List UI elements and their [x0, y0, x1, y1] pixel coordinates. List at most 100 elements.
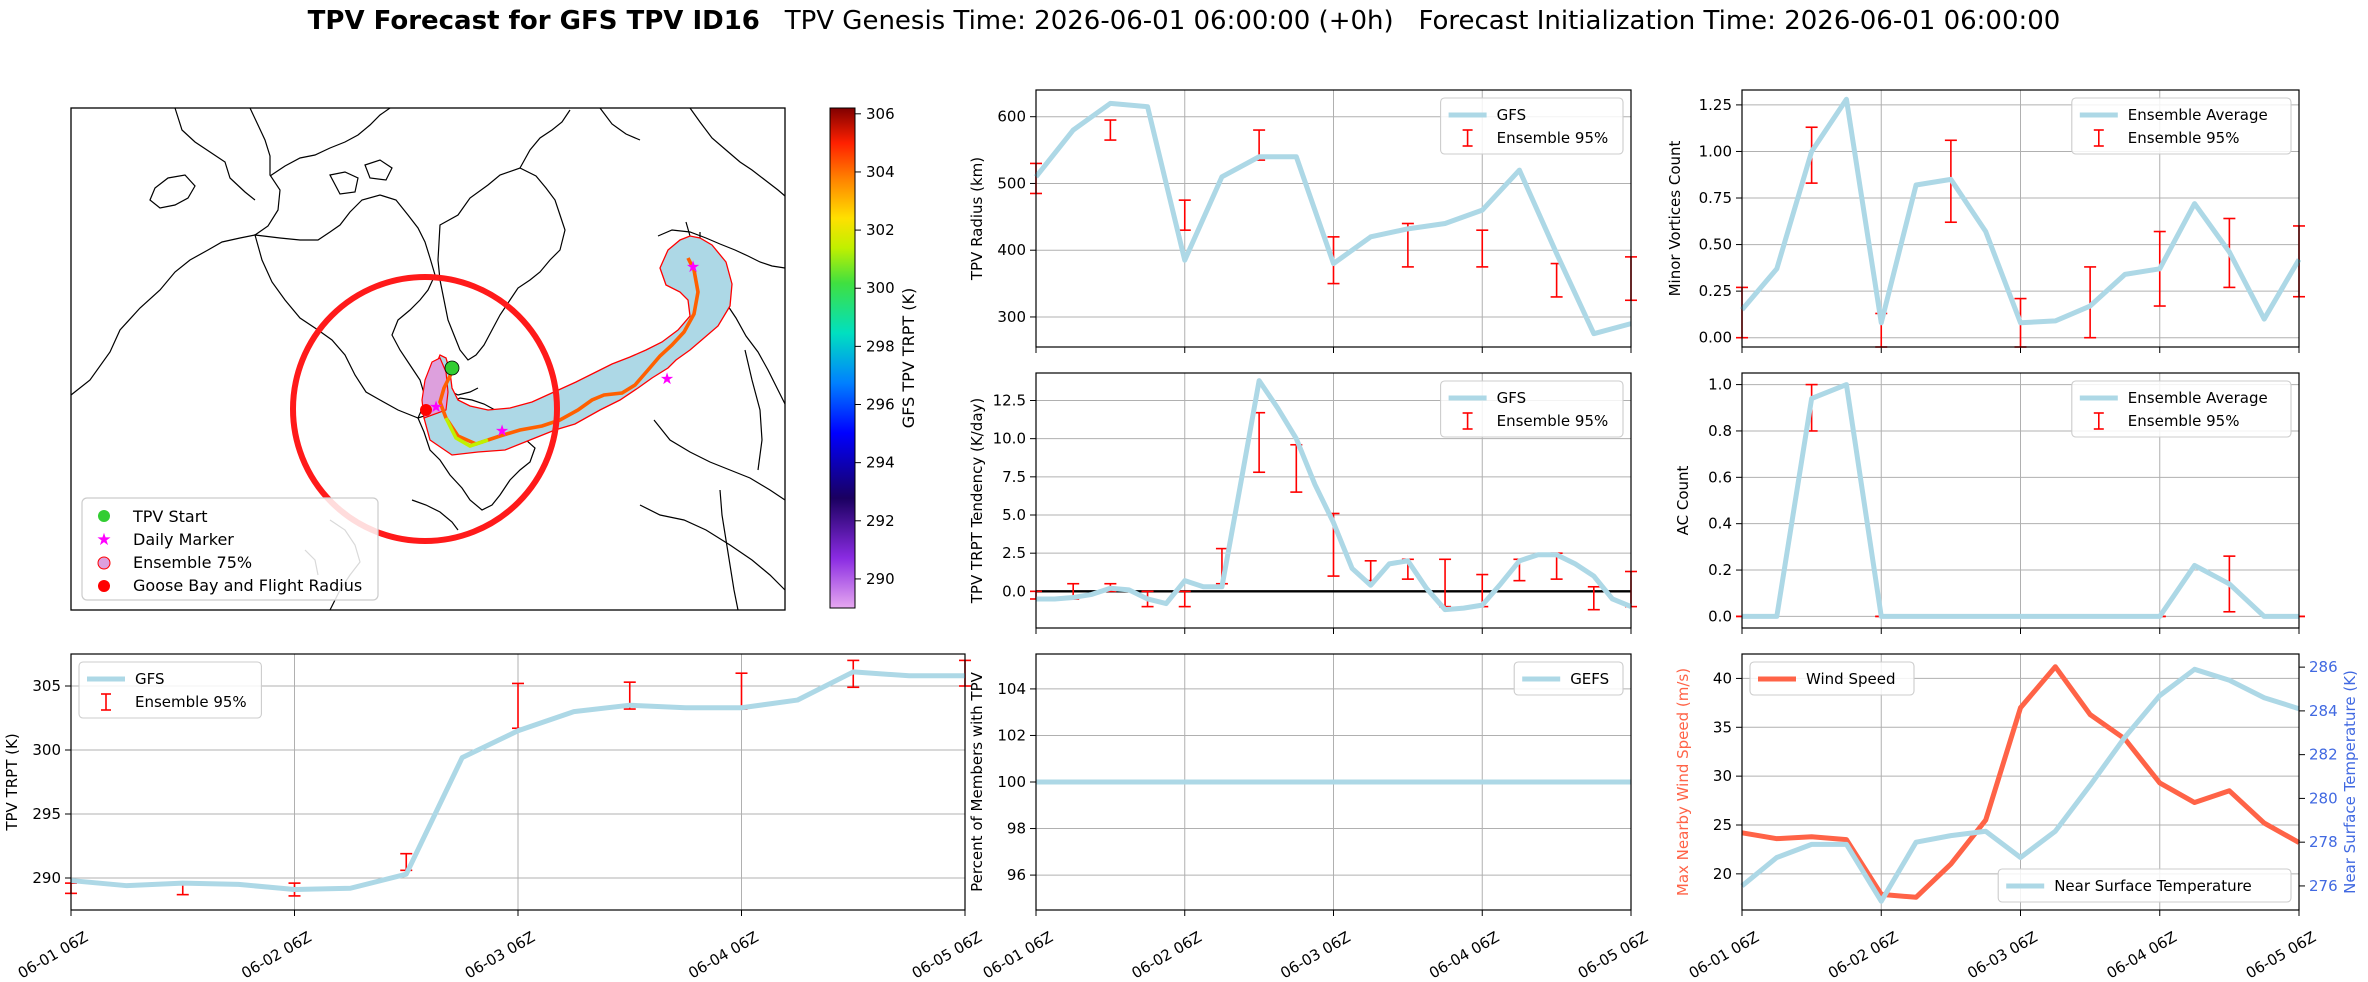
axes-frame [1035, 653, 1632, 911]
legend-ensemble-75-icon [97, 556, 111, 570]
ytick-right-label-0: 276 [2309, 877, 2338, 895]
axes-frame [1035, 372, 1632, 629]
chart-panel-6: 20 25 30 35 40 06-01 06Z 06-02 06Z 06-03 06Z 06-… [1674, 653, 2359, 982]
legend-daily-marker-icon: ★ [96, 530, 111, 550]
legend-label-0: Wind Speed [1806, 670, 1896, 688]
ytick-label-4: 0.8 [1708, 422, 1732, 440]
errorbar-6 [735, 672, 748, 710]
chart-legend-temp: Near Surface Temperature [1997, 868, 2292, 903]
ytick-right-label-4: 284 [2309, 702, 2338, 720]
series-line-0 [1741, 664, 2301, 900]
legend-goose-bay-icon [98, 580, 110, 592]
xtick-label-3: 06-04 06Z [685, 928, 761, 982]
ytick-label-2: 100 [997, 773, 1026, 791]
svg-text:★: ★ [686, 257, 700, 276]
ytick-label-5: 1.0 [1708, 376, 1732, 394]
xtick-label-4: 06-05 06Z [2243, 928, 2319, 982]
colorbar: 290 292 294 296 298 300 302 304 306 GFS TPV TRPT… [829, 105, 918, 609]
legend-label-0: Ensemble Average [2128, 389, 2268, 407]
errorbar-11 [1439, 558, 1452, 608]
legend-label-1: Ensemble 95% [1497, 412, 1609, 430]
chart-panel-1: 0.00 0.25 0.50 0.75 1.00 1.25 Minor Vortices C… [1666, 89, 2305, 353]
errorbar-6 [1253, 411, 1266, 474]
colorbar-label: GFS TPV TRPT (K) [899, 288, 918, 428]
ytick-label-2: 500 [997, 174, 1026, 192]
figure-title-bold: TPV Forecast for GFS TPV ID16 [307, 6, 760, 36]
ytick-label-5: 1.25 [1699, 96, 1732, 114]
chart-panel-0: 300 400 500 600 TPV Radius (km) GFS Ensemble 9… [968, 89, 1637, 353]
ylabel: AC Count [1674, 465, 1692, 535]
ytick-label-0: 0.00 [1699, 329, 1732, 347]
colorbar-ticks: 290 292 294 296 298 300 302 304 306 [855, 105, 895, 588]
figure-title: TPV Forecast for GFS TPV ID16 TPV Genesi… [0, 6, 2368, 36]
errorbar-15 [1587, 585, 1600, 611]
series-line-0 [1740, 96, 2302, 326]
ytick-right-label-5: 286 [2309, 658, 2338, 676]
goose-bay-marker [420, 404, 432, 416]
xtick-label-0: 06-01 06Z [15, 928, 91, 982]
ytick-label-0: 20 [1713, 865, 1732, 883]
chart-panel-4: 290 295 300 305 06-01 06Z 06-02 06Z 06-03 06Z 0… [3, 653, 985, 982]
series-line-0 [1742, 382, 2299, 619]
chart-legend: Ensemble Average Ensemble 95% [2071, 380, 2292, 438]
legend-frame [2071, 97, 2292, 155]
ytick-label-4: 104 [997, 680, 1026, 698]
colorbar-tick-label-3: 296 [866, 396, 895, 414]
xtick-label-4: 06-05 06Z [909, 928, 985, 982]
errorbar-4 [512, 682, 524, 730]
xtick-label-4: 06-05 06Z [1575, 928, 1651, 982]
legend-label-1: Ensemble 95% [1497, 129, 1609, 147]
svg-text:★: ★ [495, 421, 509, 440]
chart-legend: GFS Ensemble 95% [78, 661, 262, 719]
colorbar-tick-label-5: 300 [866, 279, 895, 297]
ytick-label-2: 300 [32, 741, 61, 759]
legend-label-0: Ensemble Average [2128, 106, 2268, 124]
ytick-label-3: 0.6 [1708, 468, 1732, 486]
ytick-right-label-1: 278 [2309, 833, 2338, 851]
legend-frame [1513, 661, 1624, 696]
legend-label-0: GFS [1497, 106, 1527, 124]
map-legend-label-3: Goose Bay and Flight Radius [133, 576, 362, 595]
legend-label-0: GFS [1497, 389, 1527, 407]
ytick-label-5: 12.5 [993, 391, 1026, 409]
tpv-start-marker [444, 360, 460, 376]
coastlines [70, 107, 786, 611]
ytick-label-1: 98 [1007, 820, 1026, 838]
axes-frame [1035, 89, 1632, 348]
legend-frame [1440, 97, 1624, 155]
legend-frame [1749, 661, 1915, 696]
xtick-label-2: 06-03 06Z [462, 928, 538, 982]
svg-text:★: ★ [429, 397, 443, 416]
ytick-label-2: 0.4 [1708, 515, 1732, 533]
colorbar-tick-label-0: 290 [866, 570, 895, 588]
errorbar-7 [1550, 262, 1563, 298]
tpv-track-early [444, 417, 489, 448]
legend-label-0: Near Surface Temperature [2054, 877, 2252, 895]
ytick-label-0: 0.0 [1708, 607, 1732, 625]
ylabel: Percent of Members with TPV [968, 671, 986, 892]
ytick-label-1: 295 [32, 805, 61, 823]
legend-label-1: Ensemble 95% [2128, 129, 2240, 147]
legend-frame [1440, 380, 1624, 438]
axes-frame [1741, 653, 2300, 911]
ytick-label-1: 25 [1713, 816, 1732, 834]
legend-frame [2071, 380, 2292, 438]
ylabel: Max Nearby Wind Speed (m/s) [1674, 668, 1692, 896]
map-panel: ★ ★ ★ ★ ★ TPV Start Daily Marker Ensembl… [70, 105, 918, 611]
legend-errorbar-icon [2093, 129, 2104, 147]
legend-label-1: Ensemble 95% [2128, 412, 2240, 430]
ylabel: TPV TRPT (K) [3, 733, 21, 831]
ytick-label-1: 0.2 [1708, 561, 1732, 579]
ylabel: Minor Vortices Count [1666, 140, 1684, 296]
ylabel-right: Near Surface Temperature (K) [2341, 670, 2359, 894]
chart-panel-3: 0.0 0.2 0.4 0.6 0.8 1.0 AC Count Ensemble Avera… [1674, 372, 2305, 634]
chart-legend: Ensemble Average Ensemble 95% [2071, 97, 2292, 155]
chart-legend-wind: Wind Speed [1749, 661, 1915, 696]
colorbar-tick-label-2: 294 [866, 454, 895, 472]
ytick-label-4: 40 [1713, 669, 1732, 687]
map-legend-label-2: Ensemble 75% [133, 553, 252, 572]
ytick-label-0: 300 [997, 308, 1026, 326]
xtick-label-3: 06-04 06Z [2103, 928, 2179, 982]
errorbar-6 [1476, 229, 1489, 268]
